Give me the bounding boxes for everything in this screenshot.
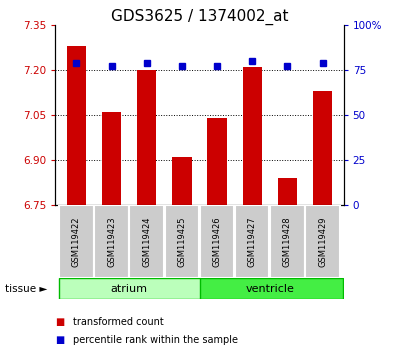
- Bar: [235, 205, 269, 278]
- Text: ventricle: ventricle: [245, 284, 294, 293]
- Bar: [200, 205, 234, 278]
- Text: GSM119427: GSM119427: [248, 216, 257, 267]
- Bar: [207, 118, 227, 205]
- Text: percentile rank within the sample: percentile rank within the sample: [73, 335, 238, 345]
- Text: atrium: atrium: [111, 284, 148, 293]
- Text: GSM119424: GSM119424: [142, 216, 151, 267]
- Text: GSM119428: GSM119428: [283, 216, 292, 267]
- Text: ■: ■: [55, 317, 64, 327]
- Text: GSM119422: GSM119422: [72, 216, 81, 267]
- Bar: [278, 178, 297, 205]
- Bar: [130, 205, 164, 278]
- Bar: [59, 205, 94, 278]
- Bar: [313, 91, 332, 205]
- Text: transformed count: transformed count: [73, 317, 164, 327]
- Text: GSM119425: GSM119425: [177, 216, 186, 267]
- Bar: [94, 205, 129, 278]
- Text: GSM119429: GSM119429: [318, 216, 327, 267]
- Text: ■: ■: [55, 335, 64, 345]
- Text: GSM119423: GSM119423: [107, 216, 116, 267]
- Bar: [172, 157, 192, 205]
- Title: GDS3625 / 1374002_at: GDS3625 / 1374002_at: [111, 8, 288, 25]
- Bar: [165, 205, 199, 278]
- Bar: [59, 278, 202, 299]
- Text: GSM119426: GSM119426: [213, 216, 222, 267]
- Bar: [67, 46, 86, 205]
- Bar: [305, 205, 340, 278]
- Bar: [137, 70, 156, 205]
- Bar: [102, 112, 121, 205]
- Bar: [270, 205, 305, 278]
- Bar: [243, 67, 262, 205]
- Bar: [200, 278, 343, 299]
- Text: tissue ►: tissue ►: [5, 284, 47, 293]
